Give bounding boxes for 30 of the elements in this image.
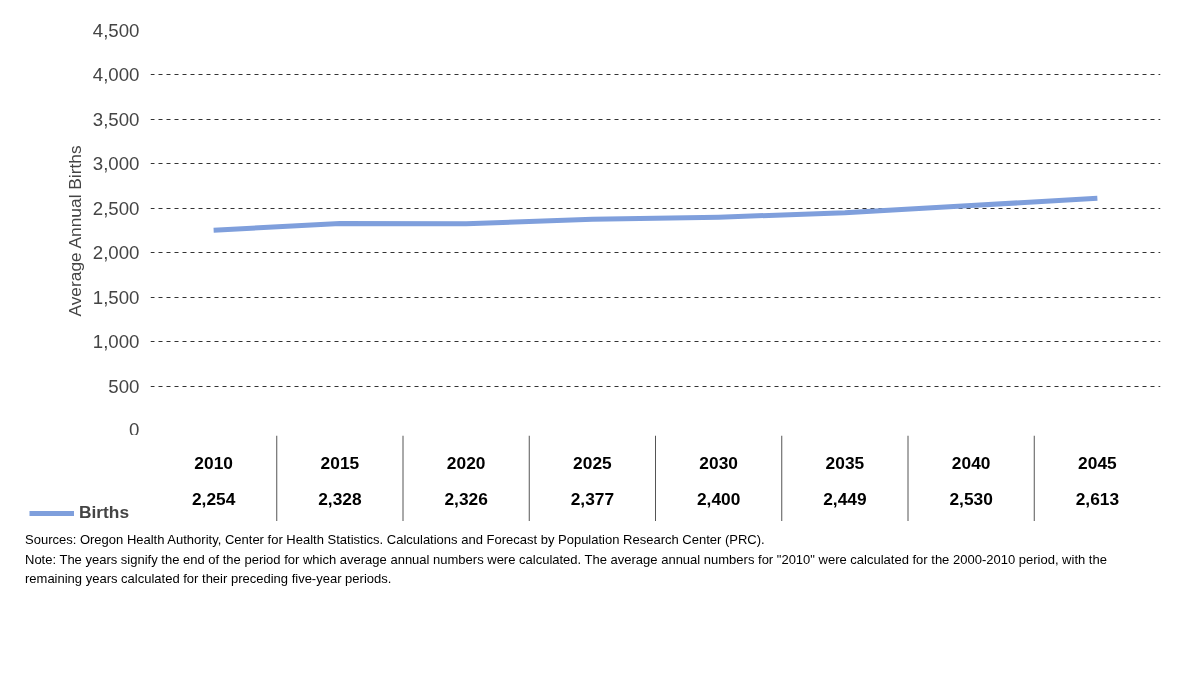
y-axis-title: Average Annual Births	[64, 145, 85, 317]
y-tick-label: 4,500	[92, 20, 140, 41]
y-tick-label: 500	[108, 375, 140, 397]
y-tick-label: 1,500	[92, 286, 140, 308]
y-tick-label: 2,500	[92, 197, 140, 219]
y-tick-label: 3,500	[92, 108, 140, 130]
data-label: 2,400	[696, 488, 741, 509]
text: Note: The years signify the end of the period for which average annual numbers were calculated. The average annual numbers for "2010" were calculated for the 2000-2010 period, with the remaining years calculated for their preceding five-year periods.	[25, 551, 1107, 586]
data-label: 2,377	[570, 488, 615, 509]
x-tick-label: 2010	[194, 452, 233, 473]
data-label: 2,449	[823, 488, 867, 509]
data-label: 2,326	[444, 488, 489, 509]
x-tick-label: 2040	[951, 452, 991, 473]
x-tick-label: 2045	[1078, 452, 1118, 473]
y-tick-label: 2,000	[92, 242, 140, 264]
x-tick-label: 2015	[320, 452, 360, 473]
y-tick-label: 0	[129, 418, 140, 440]
x-tick-label: 2025	[573, 452, 613, 473]
legend-label: Births	[79, 502, 130, 523]
source-note: Sources: Oregon Health Authority, Center for Health Statistics. Calculations and Forecast by Population Research Center (PRC).	[25, 532, 765, 547]
x-tick-label: 2035	[825, 452, 865, 473]
y-tick-label: 4,000	[92, 64, 140, 86]
data-label: 2,613	[1075, 488, 1120, 509]
data-label: 2,254	[191, 488, 236, 509]
y-tick-label: 3,000	[92, 153, 140, 175]
x-tick-label: 2020	[446, 452, 486, 473]
y-tick-label: 1,000	[92, 331, 140, 353]
data-label: 2,530	[949, 488, 993, 509]
x-tick-label: 2030	[699, 452, 738, 473]
data-label: 2,328	[318, 488, 362, 509]
